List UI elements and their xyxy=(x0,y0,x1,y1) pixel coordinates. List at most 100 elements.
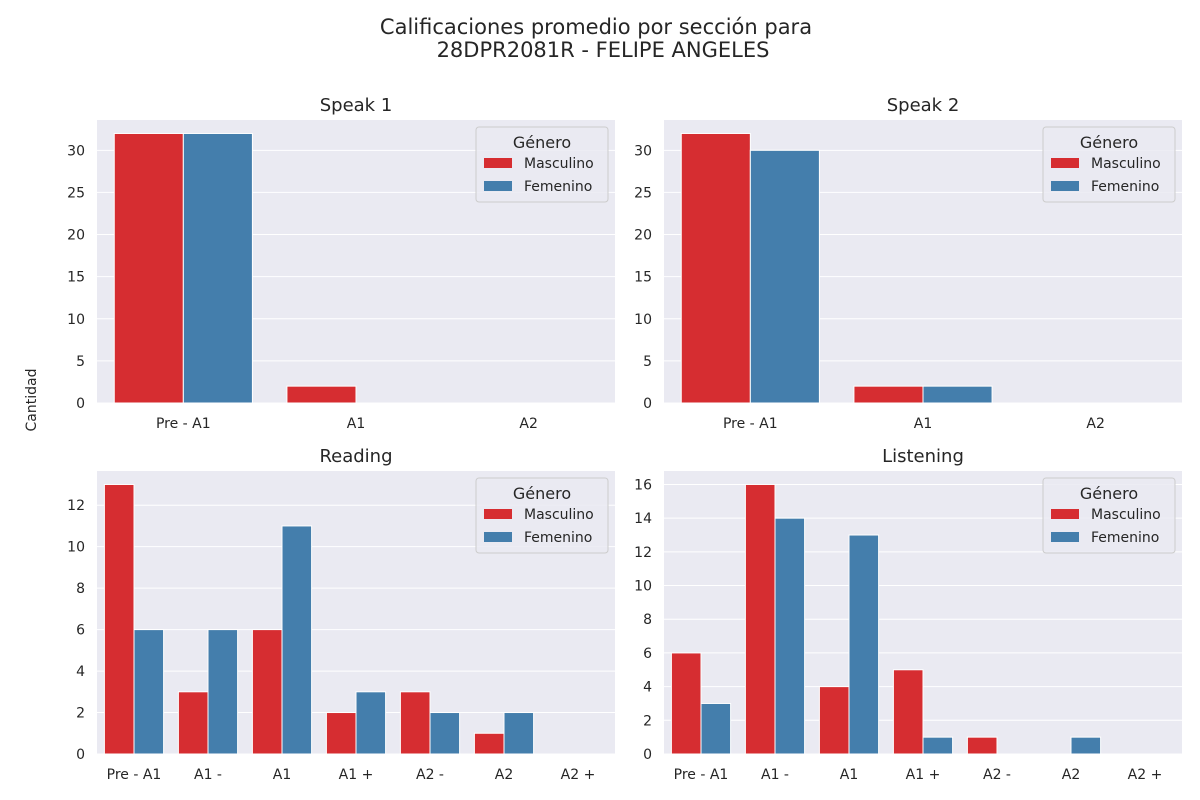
y-tick-label: 6 xyxy=(76,623,85,639)
bar-femenino-2 xyxy=(848,534,880,755)
x-tick-label: A1 - xyxy=(194,767,222,783)
legend-swatch-femenino xyxy=(1051,181,1079,191)
x-tick-label: A2 + xyxy=(1128,767,1163,783)
y-tick-label: 10 xyxy=(67,312,85,328)
legend-swatch-masculino xyxy=(1051,158,1079,168)
bar-masculino-4 xyxy=(399,691,431,755)
legend-label-femenino: Femenino xyxy=(524,530,592,546)
x-tick-label: A1 + xyxy=(339,767,374,783)
x-tick-label: A2 - xyxy=(416,767,444,783)
y-tick-label: 25 xyxy=(67,185,85,201)
y-tick-label: 0 xyxy=(643,747,652,763)
x-tick-label: A2 - xyxy=(983,767,1011,783)
subplot-1: 0 5 10 15 20 25 30 Pre - A1 A1 A2 Speak 1 Género Mas… xyxy=(67,95,615,432)
legend-title: Género xyxy=(1080,484,1138,503)
bar-femenino-5 xyxy=(503,712,535,755)
bar-masculino-2 xyxy=(818,686,850,755)
y-tick-label: 15 xyxy=(67,270,85,286)
figure-title-line-1: Calificaciones promedio por sección para xyxy=(380,15,812,39)
y-tick-label: 5 xyxy=(643,354,652,370)
bar-masculino-3 xyxy=(325,712,357,755)
x-tick-label: A1 - xyxy=(761,767,789,783)
bar-femenino-1 xyxy=(922,385,993,404)
bar-masculino-1 xyxy=(853,385,924,404)
bar-masculino-0 xyxy=(113,132,184,404)
y-tick-label: 16 xyxy=(634,477,652,493)
y-tick-label: 2 xyxy=(643,713,652,729)
legend-swatch-femenino xyxy=(1051,532,1079,542)
bar-masculino-4 xyxy=(966,736,998,755)
x-tick-label: Pre - A1 xyxy=(156,416,211,432)
bar-femenino-3 xyxy=(922,736,954,755)
x-tick-label: A1 xyxy=(914,416,932,432)
subplot-title: Speak 1 xyxy=(320,95,393,116)
x-tick-label: Pre - A1 xyxy=(674,767,729,783)
legend: Género Masculino Femenino xyxy=(1042,477,1176,554)
legend-title: Género xyxy=(1080,133,1138,152)
y-tick-label: 8 xyxy=(76,581,85,597)
legend-swatch-femenino xyxy=(484,181,512,191)
legend-label-masculino: Masculino xyxy=(524,507,594,523)
bar-femenino-0 xyxy=(133,629,165,755)
legend: Género Masculino Femenino xyxy=(1042,126,1176,203)
subplot-2: 0 5 10 15 20 25 30 Pre - A1 A1 A2 Speak 2 Género Mas… xyxy=(634,95,1182,432)
y-tick-label: 8 xyxy=(643,612,652,628)
y-tick-label: 10 xyxy=(634,312,652,328)
bar-femenino-0 xyxy=(182,132,253,404)
subplot-title: Speak 2 xyxy=(887,95,960,116)
y-tick-label: 4 xyxy=(76,664,85,680)
subplot-3: 0 2 4 6 8 10 12 Pre - A1 A1 - A1 A1 + A2 - A2 A2 + Rea… xyxy=(67,446,615,783)
figure-title-line-2: 28DPR2081R - FELIPE ANGELES xyxy=(437,38,770,62)
subplot-4: 0 2 4 6 8 10 12 14 16 Pre - A1 A1 - A1 A1 + A2 - A2 A2 … xyxy=(634,446,1182,783)
bar-masculino-5 xyxy=(473,732,505,755)
y-tick-label: 4 xyxy=(643,680,652,696)
y-tick-label: 14 xyxy=(634,511,652,527)
y-tick-label: 30 xyxy=(634,143,652,159)
y-tick-label: 0 xyxy=(76,747,85,763)
bar-masculino-1 xyxy=(177,691,209,755)
bar-masculino-2 xyxy=(251,629,283,755)
legend-title: Género xyxy=(513,133,571,152)
bar-masculino-0 xyxy=(670,652,702,755)
x-tick-label: A1 xyxy=(273,767,291,783)
bar-femenino-2 xyxy=(281,525,313,755)
legend-swatch-masculino xyxy=(484,509,512,519)
x-tick-label: A2 xyxy=(495,767,513,783)
x-tick-label: A2 xyxy=(1086,416,1104,432)
y-tick-label: 6 xyxy=(643,646,652,662)
bar-femenino-1 xyxy=(207,629,239,755)
legend-swatch-masculino xyxy=(1051,509,1079,519)
y-axis-label: Cantidad xyxy=(24,369,40,432)
bar-femenino-1 xyxy=(774,517,806,755)
y-tick-label: 12 xyxy=(634,545,652,561)
legend-swatch-masculino xyxy=(484,158,512,168)
bar-masculino-1 xyxy=(744,483,776,755)
x-tick-label: Pre - A1 xyxy=(723,416,778,432)
x-tick-label: A1 xyxy=(347,416,365,432)
y-tick-label: 20 xyxy=(634,228,652,244)
y-tick-label: 10 xyxy=(67,540,85,556)
legend-label-femenino: Femenino xyxy=(1091,179,1159,195)
x-tick-label: A2 xyxy=(1062,767,1080,783)
legend-label-masculino: Masculino xyxy=(524,156,594,172)
bar-masculino-0 xyxy=(103,483,135,755)
bar-masculino-0 xyxy=(680,132,751,404)
bar-femenino-4 xyxy=(429,712,461,755)
bar-femenino-3 xyxy=(355,691,387,755)
y-tick-label: 5 xyxy=(76,354,85,370)
y-tick-label: 25 xyxy=(634,185,652,201)
bar-femenino-0 xyxy=(749,149,820,404)
legend-label-femenino: Femenino xyxy=(524,179,592,195)
x-tick-label: A1 + xyxy=(906,767,941,783)
x-tick-label: A2 xyxy=(519,416,537,432)
bar-masculino-1 xyxy=(286,385,357,404)
legend-label-masculino: Masculino xyxy=(1091,507,1161,523)
x-tick-label: Pre - A1 xyxy=(107,767,162,783)
y-tick-label: 12 xyxy=(67,498,85,514)
x-tick-label: A2 + xyxy=(561,767,596,783)
y-tick-label: 20 xyxy=(67,228,85,244)
legend: Género Masculino Femenino xyxy=(475,477,609,554)
legend-swatch-femenino xyxy=(484,532,512,542)
